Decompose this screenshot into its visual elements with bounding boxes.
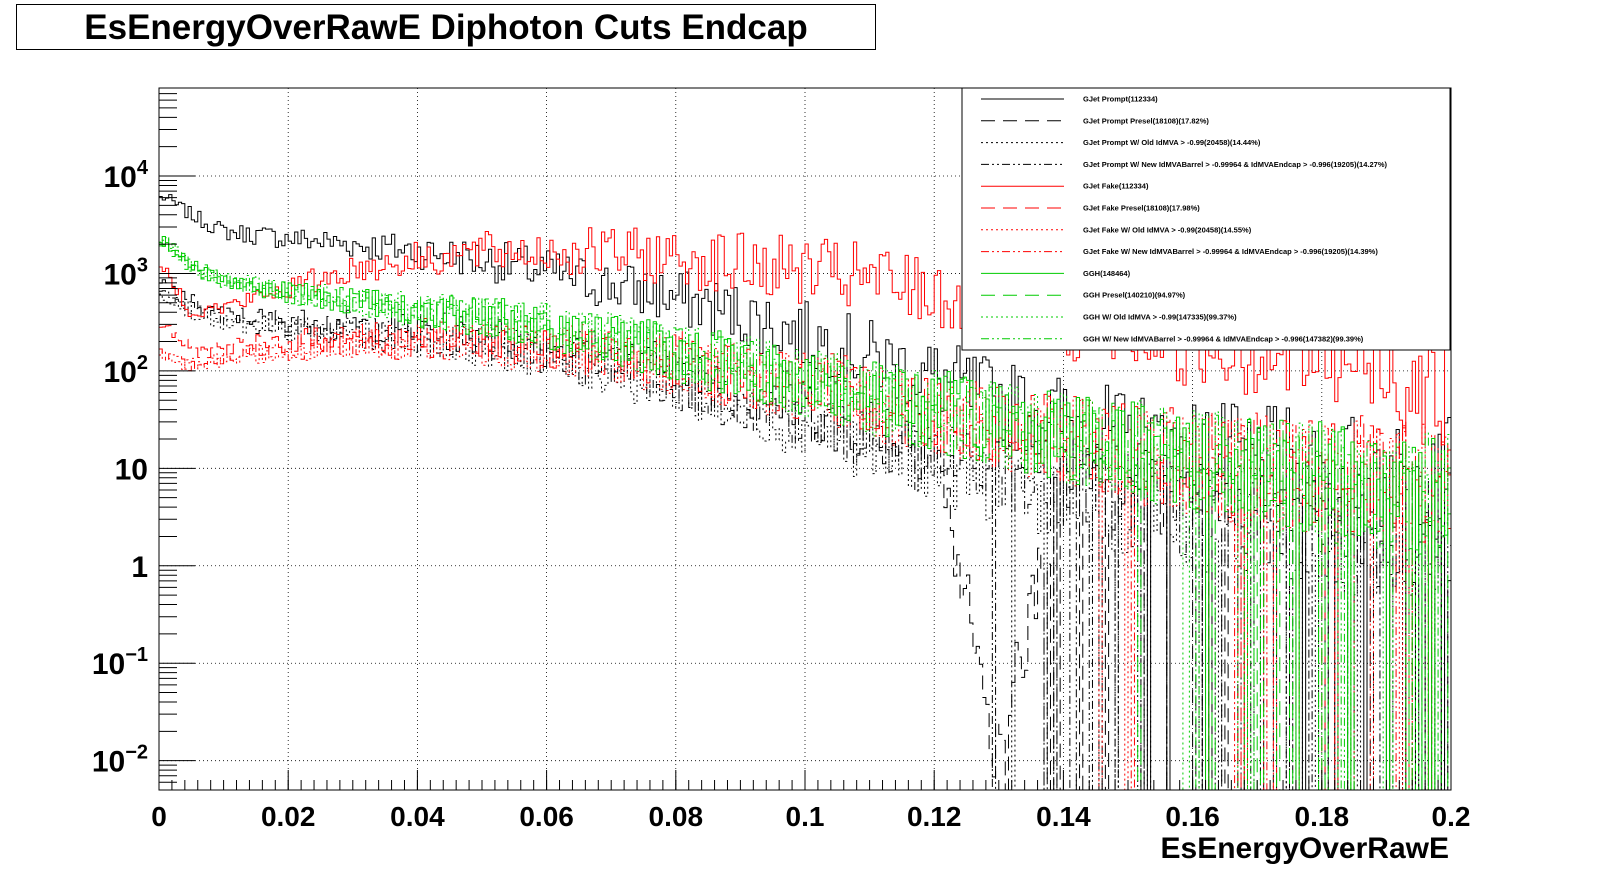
y-tick-label: 10	[115, 453, 148, 486]
legend-entry: GJet Fake W/ New IdMVABarrel > -0.99964 …	[1083, 247, 1378, 256]
legend-entry: GJet Fake Presel(18108)(17.98%)	[1083, 204, 1200, 213]
x-tick-label: 0.16	[1165, 801, 1220, 832]
legend-entry: GJet Fake W/ Old IdMVA > -0.99(20458)(14…	[1083, 225, 1252, 234]
series-line	[159, 227, 1451, 446]
legend-box	[961, 87, 1451, 351]
legend-entry: GJet Prompt(112334)	[1083, 95, 1158, 104]
x-tick-label: 0.08	[649, 801, 704, 832]
series-line	[159, 194, 1451, 790]
tick-labels: 0 0.02 0.04 0.06 0.08 0.1 0.12 0.14 0.16 0.18 0.2 1…	[92, 157, 1471, 832]
x-tick-label: 0.2	[1432, 801, 1471, 832]
y-tick-label: 1	[131, 551, 148, 584]
chart-title-box: EsEnergyOverRawE Diphoton Cuts Endcap	[16, 4, 876, 50]
legend-entry: GJet Fake(112334)	[1083, 182, 1149, 191]
legend-entry: GGH W/ New IdMVABarrel > -0.99964 & IdMV…	[1083, 334, 1364, 343]
x-axis-label: EsEnergyOverRawE	[1161, 832, 1449, 865]
x-tick-label: 0.02	[261, 801, 316, 832]
y-tick-label: 10−1	[92, 644, 148, 681]
x-tick-label: 0	[151, 801, 167, 832]
legend-entry: GGH(148464)	[1083, 269, 1131, 278]
x-tick-label: 0.1	[786, 801, 825, 832]
series-line	[159, 237, 1451, 790]
series-group	[159, 194, 1451, 790]
x-tick-label: 0.06	[519, 801, 574, 832]
y-tick-label: 102	[104, 352, 149, 389]
x-tick-label: 0.18	[1295, 801, 1350, 832]
y-tick-label: 103	[104, 254, 149, 291]
legend-entry: GJet Prompt W/ Old IdMVA > -0.99(20458)(…	[1083, 138, 1261, 147]
y-tick-label: 104	[104, 157, 149, 194]
chart-title: EsEnergyOverRawE Diphoton Cuts Endcap	[84, 8, 808, 47]
legend-entry: GJet Prompt Presel(18108)(17.82%)	[1083, 116, 1209, 125]
series-line	[159, 237, 1449, 790]
legend-entry: GGH Presel(140210)(94.97%)	[1083, 291, 1186, 300]
legend: GJet Prompt(112334) GJet Prompt Presel(18…	[961, 87, 1451, 351]
y-tick-label: 10−2	[92, 742, 148, 779]
series-line	[159, 290, 1451, 790]
series-line	[159, 243, 1451, 790]
x-tick-label: 0.14	[1036, 801, 1091, 832]
x-tick-label: 0.04	[390, 801, 445, 832]
axis-ticks	[158, 87, 1452, 791]
legend-entry: GGH W/ Old IdMVA > -0.99(147335)(99.37%)	[1083, 313, 1237, 322]
series-line	[159, 293, 1451, 790]
legend-entry: GJet Prompt W/ New IdMVABarrel > -0.9996…	[1083, 160, 1387, 169]
x-tick-label: 0.12	[907, 801, 962, 832]
